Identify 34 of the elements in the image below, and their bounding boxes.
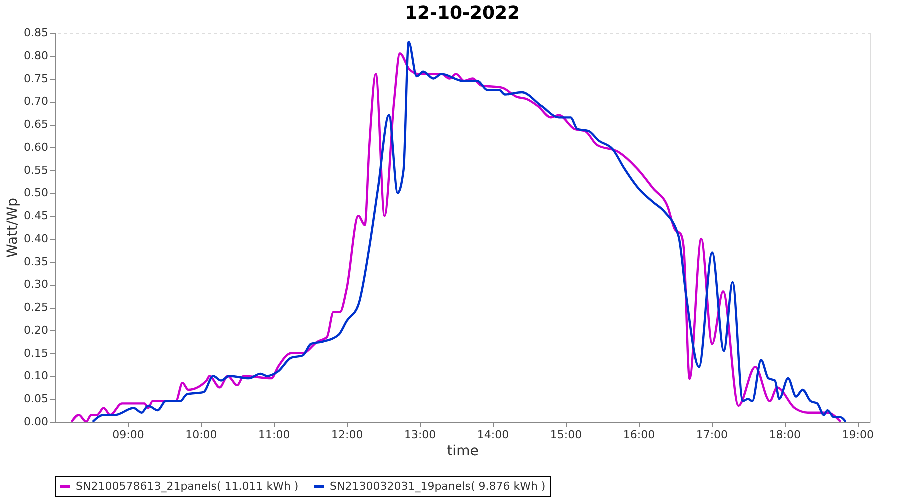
legend-label: SN2130032031_19panels( 9.876 kWh ) bbox=[330, 480, 546, 493]
legend-label: SN2100578613_21panels( 11.011 kWh ) bbox=[76, 480, 299, 493]
x-tick-label: 18:00 bbox=[769, 428, 801, 442]
x-tick-label: 09:00 bbox=[112, 428, 144, 442]
x-tick-label: 11:00 bbox=[258, 428, 290, 442]
y-tick-label: 0.40 bbox=[24, 232, 48, 246]
y-tick-label: 0.45 bbox=[24, 210, 48, 223]
x-tick-label: 10:00 bbox=[186, 428, 218, 442]
y-tick-label: 0.85 bbox=[24, 26, 48, 40]
x-tick-label: 17:00 bbox=[696, 428, 728, 442]
x-tick-label: 19:00 bbox=[842, 428, 874, 442]
y-tick-label: 0.65 bbox=[24, 118, 48, 132]
y-tick-label: 0.10 bbox=[24, 370, 48, 383]
x-tick-label: 12:00 bbox=[332, 428, 364, 442]
y-tick-label: 0.80 bbox=[24, 49, 48, 62]
x-tick-label: 16:00 bbox=[623, 428, 656, 442]
x-tick-label: 13:00 bbox=[404, 428, 436, 442]
y-tick-label: 0.70 bbox=[24, 95, 48, 108]
y-tick-label: 0.75 bbox=[24, 72, 48, 86]
x-tick-label: 14:00 bbox=[477, 428, 510, 442]
y-tick-label: 0.05 bbox=[24, 392, 48, 406]
y-axis-title: Watt/Wp bbox=[5, 198, 22, 258]
y-tick-label: 0.55 bbox=[24, 164, 48, 177]
y-tick-label: 0.20 bbox=[24, 324, 48, 337]
x-axis-title: time bbox=[447, 444, 479, 460]
y-tick-label: 0.00 bbox=[24, 416, 48, 428]
y-tick-label: 0.35 bbox=[24, 255, 48, 268]
y-tick-label: 0.15 bbox=[24, 346, 48, 360]
y-tick-label: 0.50 bbox=[24, 186, 48, 200]
y-tick-label: 0.30 bbox=[24, 278, 48, 292]
y-tick-label: 0.60 bbox=[24, 140, 48, 154]
y-tick-label: 0.25 bbox=[24, 301, 48, 314]
x-tick-label: 15:00 bbox=[550, 428, 582, 442]
chart-title: 12-10-2022 bbox=[404, 3, 520, 24]
